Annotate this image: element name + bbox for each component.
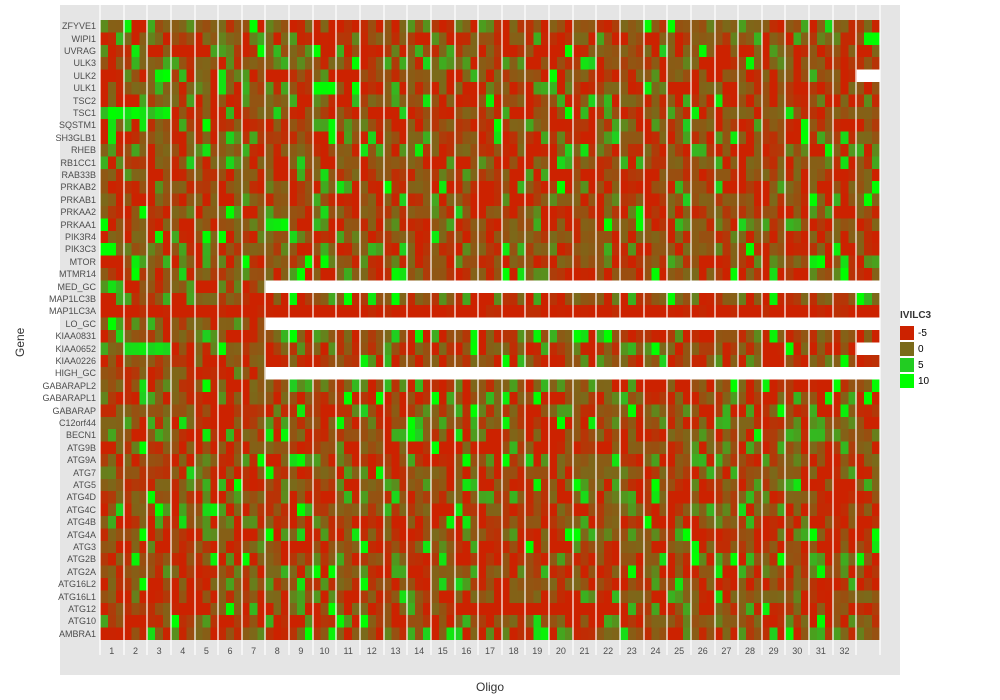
legend-label: 0 <box>918 344 924 355</box>
x-tick-label: 12 <box>367 646 377 656</box>
legend-swatch <box>900 374 914 388</box>
heatmap-cells <box>100 20 880 640</box>
legend-label: -5 <box>918 328 927 339</box>
legend-item: -5 <box>900 326 931 340</box>
x-tick-label: 10 <box>320 646 330 656</box>
x-tick-label: 5 <box>204 646 209 656</box>
x-tick-label: 22 <box>603 646 613 656</box>
x-tick-label: 31 <box>816 646 826 656</box>
x-tick-label: 2 <box>133 646 138 656</box>
x-tick-label: 28 <box>745 646 755 656</box>
x-tick-label: 18 <box>509 646 519 656</box>
x-tick-label: 23 <box>627 646 637 656</box>
x-tick-label: 15 <box>438 646 448 656</box>
legend-swatch <box>900 326 914 340</box>
x-tick-label: 16 <box>461 646 471 656</box>
legend-item: 10 <box>900 374 931 388</box>
x-tick-label: 1 <box>109 646 114 656</box>
x-tick-label: 32 <box>840 646 850 656</box>
x-tick-label: 26 <box>698 646 708 656</box>
x-tick-label: 24 <box>650 646 660 656</box>
heatmap-chart: Gene Oligo ZFYVE1WIPI1UVRAGULK3ULK2ULK1T… <box>0 0 1000 700</box>
legend-item: 5 <box>900 358 931 372</box>
x-tick-label: 8 <box>275 646 280 656</box>
legend-swatch <box>900 342 914 356</box>
x-tick-label: 17 <box>485 646 495 656</box>
x-tick-label: 7 <box>251 646 256 656</box>
x-tick-label: 21 <box>580 646 590 656</box>
x-tick-label: 11 <box>344 646 353 656</box>
legend-swatch <box>900 358 914 372</box>
legend-item: 0 <box>900 342 931 356</box>
x-tick-label: 25 <box>674 646 684 656</box>
x-tick-label: 14 <box>414 646 424 656</box>
legend-label: 5 <box>918 360 924 371</box>
x-tick-label: 29 <box>769 646 779 656</box>
x-tick-label: 9 <box>298 646 303 656</box>
x-tick-label: 13 <box>390 646 400 656</box>
x-tick-label: 27 <box>721 646 731 656</box>
legend-title: IVILC3 <box>900 310 931 321</box>
legend: IVILC3 -5 0 5 10 <box>900 310 931 390</box>
x-tick-label: 20 <box>556 646 566 656</box>
x-tick-label: 3 <box>157 646 162 656</box>
x-tick-label: 6 <box>227 646 232 656</box>
legend-label: 10 <box>918 376 929 387</box>
x-tick-label: 19 <box>532 646 542 656</box>
x-tick-label: 4 <box>180 646 185 656</box>
x-tick-label: 30 <box>792 646 802 656</box>
